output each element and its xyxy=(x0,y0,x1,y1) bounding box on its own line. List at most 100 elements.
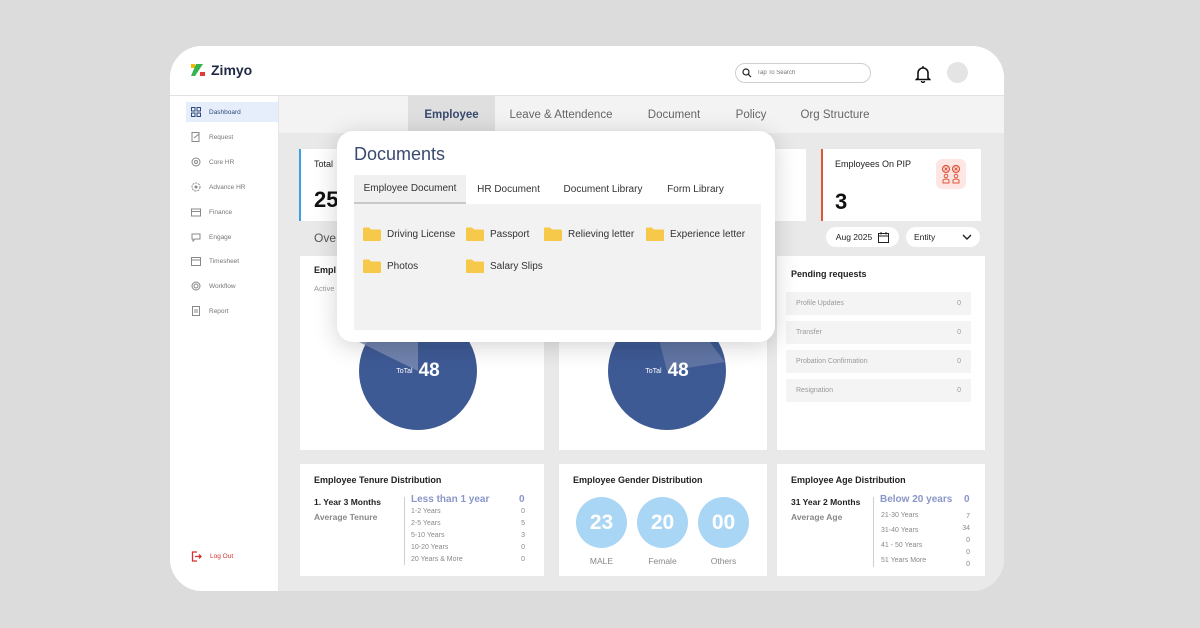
total-label: Total xyxy=(314,159,334,169)
gender-male-circle: 23 xyxy=(576,497,627,548)
tab-leave-attendence[interactable]: Leave & Attendence xyxy=(509,108,613,121)
sidebar-item-advance-hr[interactable]: Advance HR xyxy=(186,177,278,197)
sidebar-item-workflow[interactable]: Workflow xyxy=(186,276,278,296)
sidebar-item-core-hr[interactable]: Core HR xyxy=(186,152,278,172)
age-head-value: 0 xyxy=(964,494,970,505)
age-row-label: 51 Years More xyxy=(881,557,927,564)
folder-label: Driving License xyxy=(387,228,456,240)
core-hr-icon xyxy=(191,157,201,167)
pending-requests-card: Pending requests Profile Updates 0 Trans… xyxy=(777,256,985,450)
total-value: 25 xyxy=(314,187,339,212)
overview-heading: Ove xyxy=(314,231,337,245)
age-average: 31 Year 2 Months xyxy=(791,497,861,507)
divider xyxy=(873,497,874,567)
sidebar-item-label: Report xyxy=(209,307,229,315)
pending-row[interactable]: Transfer 0 xyxy=(786,321,971,344)
sidebar-item-label: Dashboard xyxy=(209,108,241,116)
app-name: Zimyo xyxy=(211,62,253,78)
tab-org-structure[interactable]: Org Structure xyxy=(800,108,870,121)
pie-card-subtitle: Active xyxy=(314,284,335,293)
gender-female-label: Female xyxy=(648,556,677,566)
doc-tab-employee-document[interactable]: Employee Document xyxy=(354,175,466,204)
sidebar-item-report[interactable]: Report xyxy=(186,301,278,321)
finance-icon xyxy=(191,208,201,217)
age-row-label: 31-40 Years xyxy=(881,527,919,534)
entity-value: Entity xyxy=(914,232,936,242)
folder-salary-slips[interactable]: Salary Slips xyxy=(466,259,543,273)
zimyo-logo-icon xyxy=(191,64,205,76)
doc-tab-hr-document[interactable]: HR Document xyxy=(477,184,540,195)
dashboard-icon xyxy=(191,107,201,117)
tab-document[interactable]: Document xyxy=(647,108,701,121)
pending-row[interactable]: Resignation 0 xyxy=(786,379,971,402)
tab-policy[interactable]: Policy xyxy=(735,108,767,121)
folder-passport[interactable]: Passport xyxy=(466,227,529,241)
age-row-value: 7 xyxy=(966,513,970,520)
age-extra-value: 0 xyxy=(966,561,970,568)
pending-value: 0 xyxy=(957,329,961,336)
age-row-label: 21-30 Years xyxy=(881,512,919,519)
sidebar-item-request[interactable]: Request xyxy=(186,127,278,147)
tenure-row-label: 10-20 Years xyxy=(411,544,449,551)
logo[interactable]: Zimyo xyxy=(190,62,252,78)
logout-button[interactable]: Log Out xyxy=(186,546,278,566)
folder-label: Photos xyxy=(387,260,419,272)
pip-label: Employees On PIP xyxy=(835,159,912,169)
pie-total: ToTal 48 xyxy=(359,312,477,430)
sidebar-item-dashboard[interactable]: Dashboard xyxy=(186,102,278,122)
top-bar: Zimyo xyxy=(170,46,1004,96)
doc-tab-document-library[interactable]: Document Library xyxy=(563,184,643,195)
tenure-average: 1. Year 3 Months xyxy=(314,497,381,507)
folder-driving-license[interactable]: Driving License xyxy=(363,227,455,241)
sidebar-item-label: Finance xyxy=(209,208,233,216)
pending-row[interactable]: Profile Updates 0 xyxy=(786,292,971,315)
age-head-label: Below 20 years xyxy=(880,494,953,505)
avatar[interactable] xyxy=(947,62,968,83)
pending-value: 0 xyxy=(957,387,961,394)
search-input[interactable] xyxy=(757,70,857,76)
pie-total-label: ToTal xyxy=(396,367,413,375)
age-title: Employee Age Distribution xyxy=(791,475,906,485)
pip-card: Employees On PIP 3 xyxy=(821,149,981,221)
tenure-head-value: 0 xyxy=(519,494,525,505)
date-value: Aug 2025 xyxy=(835,232,873,242)
folder-relieving-letter[interactable]: Relieving letter xyxy=(544,227,634,241)
sidebar-item-finance[interactable]: Finance xyxy=(186,202,278,222)
tab-employee[interactable]: Employee xyxy=(408,96,495,133)
gender-others-circle: 00 xyxy=(698,497,749,548)
advance-hr-icon xyxy=(191,182,201,192)
entity-select[interactable]: Entity xyxy=(906,227,980,247)
age-card: Employee Age Distribution 31 Year 2 Mont… xyxy=(777,464,985,576)
date-picker[interactable]: Aug 2025 xyxy=(826,227,899,247)
gender-title: Employee Gender Distribution xyxy=(573,475,703,485)
notification-button[interactable] xyxy=(914,65,932,88)
folder-photos[interactable]: Photos xyxy=(363,259,418,273)
pip-value: 3 xyxy=(835,189,848,214)
sidebar-item-label: Workflow xyxy=(209,282,236,290)
chevron-down-icon xyxy=(962,234,972,240)
doc-tab-form-library[interactable]: Form Library xyxy=(667,184,724,195)
pie-2-total-value: 48 xyxy=(667,360,689,381)
tenure-card: Employee Tenure Distribution 1. Year 3 M… xyxy=(300,464,544,576)
sidebar: Dashboard Request Core HR Advance HR Fin… xyxy=(170,96,279,591)
main-tabs: Employee Leave & Attendence Document Pol… xyxy=(279,96,1004,133)
folder-icon xyxy=(363,227,381,241)
pie-card-title: Empl xyxy=(314,265,337,275)
folder-experience-letter[interactable]: Experience letter xyxy=(646,227,745,241)
logout-label: Log Out xyxy=(210,552,234,560)
tenure-row-label: 2-5 Years xyxy=(411,520,441,527)
sidebar-item-label: Timesheet xyxy=(209,257,240,265)
gender-card: Employee Gender Distribution 23 MALE 20 … xyxy=(559,464,767,576)
pie-total-value: 48 xyxy=(418,360,440,381)
tenure-row-value: 5 xyxy=(521,520,525,527)
sidebar-item-timesheet[interactable]: Timesheet xyxy=(186,251,278,271)
workflow-icon xyxy=(191,281,201,291)
documents-tabs: Employee Document HR Document Document L… xyxy=(354,175,761,204)
sidebar-item-engage[interactable]: Engage xyxy=(186,227,278,247)
pending-label: Resignation xyxy=(796,387,833,394)
search-box[interactable] xyxy=(735,63,871,83)
bell-icon xyxy=(914,66,932,84)
request-icon xyxy=(191,132,200,142)
timesheet-icon xyxy=(191,257,201,266)
pending-row[interactable]: Probation Confirmation 0 xyxy=(786,350,971,373)
